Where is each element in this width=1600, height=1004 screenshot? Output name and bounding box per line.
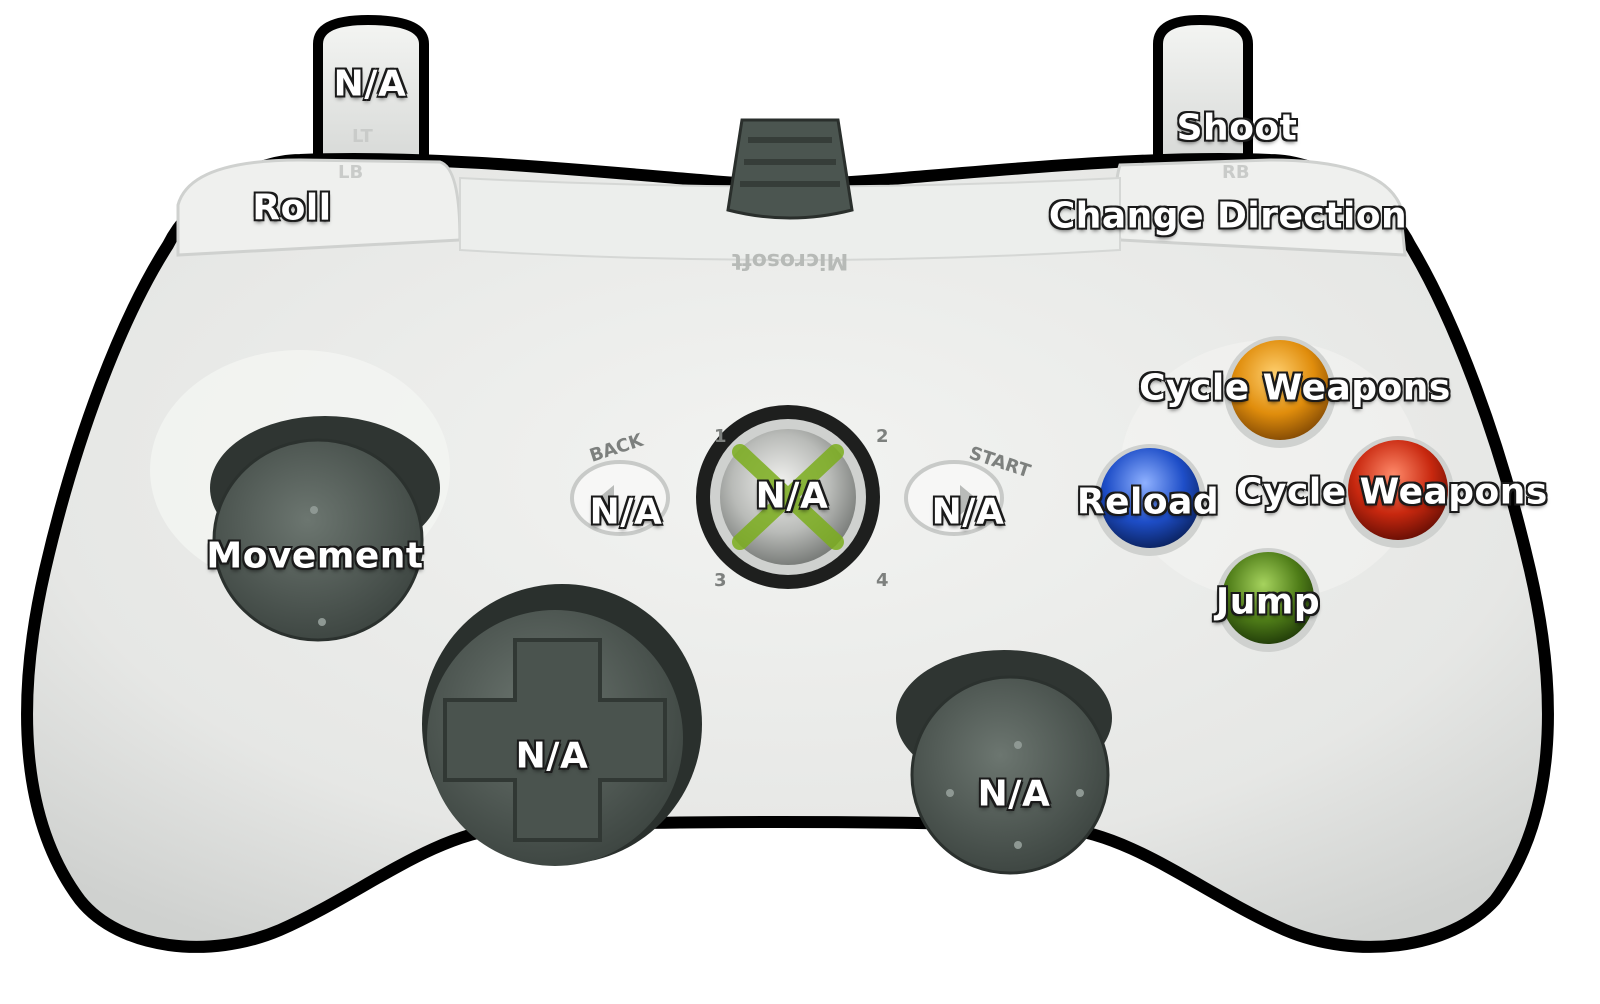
rb-engraving: RB xyxy=(1222,162,1250,183)
quadrant-4: 4 xyxy=(876,570,889,591)
right-grip-shade xyxy=(1120,340,1420,600)
x-button[interactable] xyxy=(1094,444,1206,556)
label-start-button: N/A xyxy=(931,491,1005,533)
label-b-button: Cycle Weapons xyxy=(1236,471,1548,513)
label-x-button: Reload xyxy=(1076,481,1220,523)
start-button[interactable] xyxy=(904,460,1004,536)
a-button[interactable] xyxy=(1216,548,1320,652)
lt-engraving: LT xyxy=(352,126,373,147)
b-button[interactable] xyxy=(1342,436,1454,548)
dpad[interactable] xyxy=(422,584,702,866)
label-right-bumper: Change Direction xyxy=(1048,195,1408,237)
label-y-button: Cycle Weapons xyxy=(1139,367,1451,409)
cable-port xyxy=(726,118,854,220)
label-guide-button: N/A xyxy=(755,475,829,517)
guide-button[interactable] xyxy=(696,405,880,589)
label-back-button: N/A xyxy=(589,491,663,533)
quadrant-2: 2 xyxy=(876,426,889,447)
right-trigger[interactable] xyxy=(1153,14,1253,173)
left-trigger[interactable]: LT xyxy=(313,14,429,173)
label-right-trigger: Shoot xyxy=(1176,107,1298,149)
lb-engraving: LB xyxy=(338,162,363,183)
brand-engraving: Microsoft xyxy=(731,248,848,273)
left-stick[interactable] xyxy=(210,416,440,642)
left-bumper[interactable]: LB xyxy=(176,158,462,257)
label-left-stick: Movement xyxy=(206,535,424,577)
label-a-button: Jump xyxy=(1215,581,1321,623)
label-left-bumper: Roll xyxy=(252,187,332,229)
label-dpad: N/A xyxy=(515,735,589,777)
back-button[interactable] xyxy=(570,460,670,536)
y-button[interactable] xyxy=(1224,336,1336,448)
right-stick[interactable] xyxy=(896,650,1112,875)
label-left-trigger: N/A xyxy=(333,63,407,105)
label-right-stick: N/A xyxy=(977,773,1051,815)
quadrant-3: 3 xyxy=(714,570,727,591)
quadrant-1: 1 xyxy=(714,426,727,447)
